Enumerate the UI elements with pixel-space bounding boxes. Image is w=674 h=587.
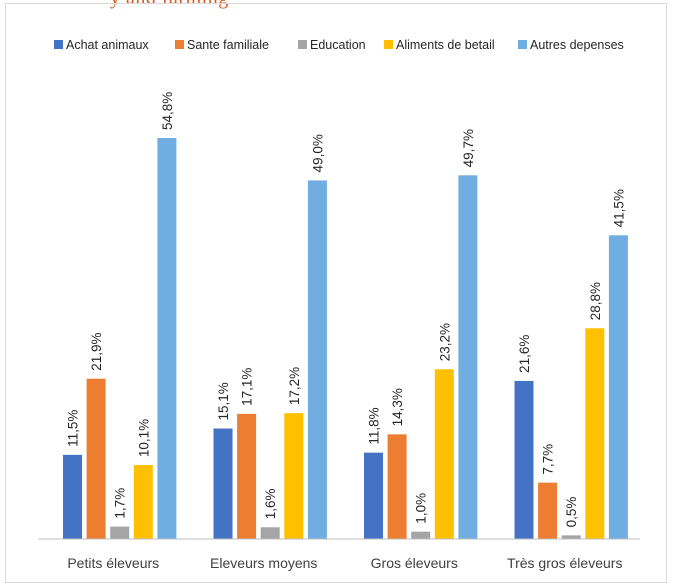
data-label: 49,7% xyxy=(461,129,476,167)
legend-swatch xyxy=(384,40,393,49)
bar xyxy=(561,535,581,539)
bar xyxy=(411,531,431,539)
bar xyxy=(237,413,257,539)
legend-item: Autres depenses xyxy=(518,38,624,52)
data-label: 21,6% xyxy=(517,335,532,373)
bar xyxy=(260,527,280,539)
bar xyxy=(86,378,106,539)
data-label: 21,9% xyxy=(89,332,104,370)
bar xyxy=(133,465,153,539)
category-label: Eleveurs moyens xyxy=(210,555,317,571)
bars xyxy=(63,138,628,540)
legend-item: Sante familiale xyxy=(175,38,269,52)
legend-item: Achat animaux xyxy=(54,38,149,52)
category-label: Gros éleveurs xyxy=(371,555,458,571)
legend-swatch xyxy=(54,40,63,49)
bar xyxy=(458,175,478,539)
data-label: 14,3% xyxy=(390,388,405,426)
legend: Achat animaux Sante familiale Education Ali… xyxy=(54,38,624,52)
bar xyxy=(608,235,628,539)
bar xyxy=(434,369,454,539)
data-label: 23,2% xyxy=(437,323,452,361)
legend-label: Achat animaux xyxy=(66,38,149,52)
bar xyxy=(387,434,407,539)
data-labels: 11,5% 21,9% 1,7% 10,1% 54,8% 15,1% 17,1% 1,6% 17… xyxy=(66,92,627,528)
bar xyxy=(514,380,534,539)
bar xyxy=(585,328,605,539)
category-labels: Petits éleveurs Eleveurs moyens Gros éleve… xyxy=(67,555,622,571)
legend-swatch xyxy=(298,40,307,49)
legend-label: Sante familiale xyxy=(187,38,269,52)
legend-swatch xyxy=(175,40,184,49)
data-label: 41,5% xyxy=(611,189,626,227)
legend-label: Education xyxy=(310,38,366,52)
bar xyxy=(213,428,233,539)
category-label: Très gros éleveurs xyxy=(507,555,622,571)
bar xyxy=(63,454,82,539)
data-label: 1,7% xyxy=(113,488,128,519)
top-caption: y and farming xyxy=(110,0,229,10)
data-label: 28,8% xyxy=(588,282,603,320)
data-label: 49,0% xyxy=(310,134,325,172)
data-label: 54,8% xyxy=(160,92,175,130)
chart-frame xyxy=(5,3,667,583)
bar xyxy=(307,180,327,540)
data-label: 11,5% xyxy=(66,410,81,447)
data-label: 1,0% xyxy=(414,493,429,524)
legend-label: Aliments de betail xyxy=(396,38,495,52)
data-label: 0,5% xyxy=(564,497,579,528)
data-label: 7,7% xyxy=(541,444,556,475)
bar xyxy=(364,452,383,539)
category-label: Petits éleveurs xyxy=(67,555,159,571)
legend-label: Autres depenses xyxy=(530,38,624,52)
data-label: 11,8% xyxy=(367,407,382,444)
data-label: 1,6% xyxy=(263,489,278,520)
legend-swatch xyxy=(518,40,527,49)
data-label: 17,2% xyxy=(287,367,302,405)
data-label: 17,1% xyxy=(240,368,255,406)
legend-item: Aliments de betail xyxy=(384,38,495,52)
legend-item: Education xyxy=(298,38,366,52)
bar xyxy=(110,526,130,539)
data-label: 15,1% xyxy=(216,382,231,420)
bar xyxy=(157,138,177,539)
bar xyxy=(284,413,304,539)
bar xyxy=(538,482,558,539)
data-label: 10,1% xyxy=(136,419,151,457)
